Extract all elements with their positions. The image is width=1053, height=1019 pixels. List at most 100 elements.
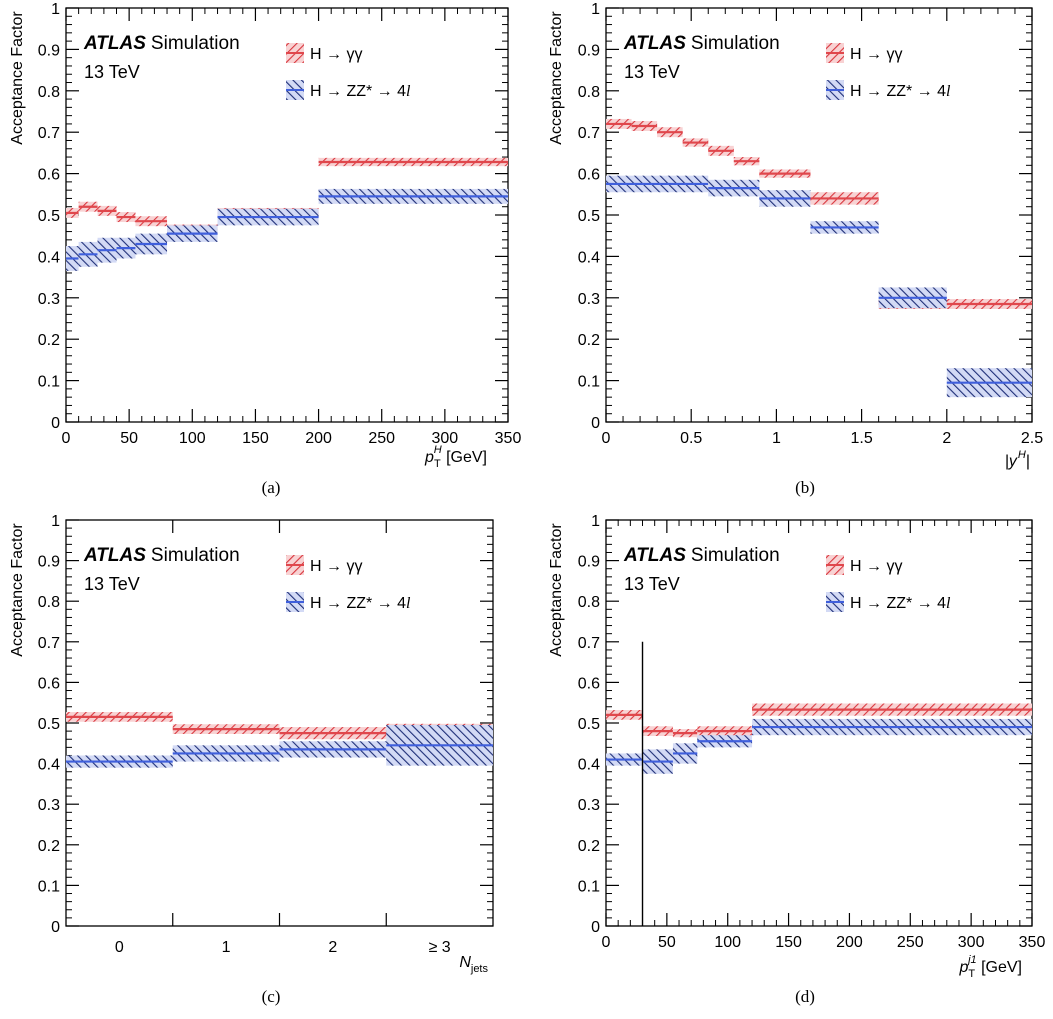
y-tick-label: 0.5 (38, 716, 60, 733)
x-tick-label: 350 (495, 430, 522, 447)
y-tick-label: 0.4 (578, 757, 600, 774)
y-tick-label: 0.3 (38, 797, 60, 814)
x-tick-label: 200 (305, 430, 332, 447)
x-tick-label: 300 (432, 430, 459, 447)
x-tick-label: 250 (897, 934, 924, 951)
y-tick-label: 0.7 (578, 125, 600, 142)
y-tick-label: 0 (51, 919, 60, 936)
series-zz-4l (66, 725, 493, 768)
simulation-label: Simulation (691, 545, 780, 566)
simulation-label: Simulation (151, 545, 240, 566)
panel-label: (c) (262, 987, 281, 1006)
y-tick-label: 0.2 (578, 838, 600, 855)
y-tick-label: 0.6 (38, 167, 60, 184)
atlas-label: ATLAS Simulation 13 TeV (623, 545, 780, 594)
y-tick-label: 0.6 (578, 675, 600, 692)
y-tick-label: 0.8 (578, 84, 600, 101)
x-axis-label-sup: H (1018, 449, 1026, 461)
legend: H → γγ H → ZZ* → 4l (826, 555, 951, 612)
energy-label: 13 TeV (624, 62, 680, 82)
x-axis-label: |yH| (1005, 449, 1030, 470)
atlas-label-text: ATLAS Simulation (83, 33, 240, 54)
x-axis-label-unit: [GeV] (442, 449, 487, 466)
atlas-label: ATLAS Simulation 13 TeV (83, 545, 240, 594)
series-gamma-gamma (606, 118, 1032, 309)
y-tick-label: 0.8 (578, 594, 600, 611)
legend-label-part: H → ZZ* → 4 (850, 83, 946, 100)
legend-label-part: H → γγ (310, 558, 362, 575)
y-tick-label: 0.2 (38, 332, 60, 349)
y-tick-label: 0.3 (578, 797, 600, 814)
x-tick-label: 0 (62, 430, 71, 447)
x-axis-label-sup: H (434, 444, 442, 456)
legend-label-part: H → γγ (850, 558, 902, 575)
y-tick-label: 0 (591, 415, 600, 432)
legend: H → γγ H → ZZ* → 4l (286, 43, 411, 100)
atlas-label-text: ATLAS Simulation (623, 33, 780, 54)
legend-label-part: H → ZZ* → 4 (310, 83, 406, 100)
y-tick-label: 1 (51, 513, 60, 530)
x-axis-label-sup: j1 (966, 954, 977, 966)
x-axis-label-base: N (459, 954, 471, 971)
atlas-name: ATLAS (623, 33, 686, 54)
x-axis-label-sub: T (968, 968, 975, 980)
x-axis-label-base: |y (1005, 453, 1018, 470)
y-tick-label: 0.6 (38, 675, 60, 692)
x-tick-label: 250 (368, 430, 395, 447)
panel-label: (d) (795, 987, 815, 1006)
x-tick-label: 150 (775, 934, 802, 951)
x-tick-label: 2 (942, 430, 951, 447)
series-zz-4l (606, 718, 1032, 774)
y-tick-label: 0.3 (578, 291, 600, 308)
x-axis-label-unit: | (1026, 453, 1030, 470)
y-tick-label: 0.5 (38, 208, 60, 225)
atlas-label: ATLAS Simulation 13 TeV (623, 33, 780, 82)
y-tick-label: 0.2 (578, 332, 600, 349)
x-tick-label: 0.5 (680, 430, 702, 447)
atlas-name: ATLAS (623, 545, 686, 566)
y-tick-label: 0.2 (38, 838, 60, 855)
energy-label: 13 TeV (84, 62, 140, 82)
legend-label-part: H → ZZ* → 4 (310, 595, 406, 612)
y-tick-label: 0.6 (578, 167, 600, 184)
legend-label: H → ZZ* → 4l (850, 595, 951, 612)
simulation-label: Simulation (691, 33, 780, 54)
y-tick-label: 0.5 (578, 716, 600, 733)
chart-panel-a: 0 0.1 0.2 0.3 0.4 0.5 0.6 0.7 0.8 0.9 1 0 50 100 150 20… (9, 1, 521, 497)
y-tick-label: 0.9 (38, 554, 60, 571)
atlas-label-text: ATLAS Simulation (623, 545, 780, 566)
x-category-label: 1 (222, 939, 231, 956)
y-tick-label: 0.9 (38, 42, 60, 59)
chart-panel-c: 0 0.1 0.2 0.3 0.4 0.5 0.6 0.7 0.8 0.9 1 0 1 2 ≥ 3 ATLAS… (9, 513, 494, 1006)
x-tick-label: 1 (772, 430, 781, 447)
y-tick-label: 0.1 (578, 878, 600, 895)
legend-label-part: l (406, 595, 411, 612)
y-tick-label: 0.4 (38, 249, 60, 266)
legend-label: H → γγ (850, 558, 902, 575)
x-tick-label: 300 (958, 934, 985, 951)
panel-label: (a) (262, 478, 281, 497)
y-tick-label: 0.7 (578, 635, 600, 652)
x-tick-label: 150 (242, 430, 269, 447)
legend-label-part: H → γγ (850, 46, 902, 63)
x-axis-label-sub: T (434, 458, 441, 470)
y-axis-label: Acceptance Factor (548, 523, 565, 657)
y-tick-label: 1 (591, 513, 600, 530)
series-zz-4l (66, 188, 508, 271)
y-tick-label: 0 (591, 919, 600, 936)
y-tick-label: 0.9 (578, 554, 600, 571)
x-tick-label: 1.5 (850, 430, 872, 447)
x-tick-label: 100 (179, 430, 206, 447)
simulation-label: Simulation (151, 33, 240, 54)
y-tick-label: 0.1 (578, 374, 600, 391)
y-tick-label: 1 (51, 1, 60, 18)
energy-label: 13 TeV (624, 574, 680, 594)
y-tick-label: 1 (591, 1, 600, 18)
y-axis-label: Acceptance Factor (9, 11, 26, 145)
series-gamma-gamma (606, 703, 1032, 738)
x-axis-label-unit: [GeV] (977, 959, 1022, 976)
atlas-label: ATLAS Simulation 13 TeV (83, 33, 240, 82)
legend-label: H → ZZ* → 4l (310, 83, 411, 100)
x-tick-label: 100 (714, 934, 741, 951)
legend-label: H → γγ (310, 46, 362, 63)
